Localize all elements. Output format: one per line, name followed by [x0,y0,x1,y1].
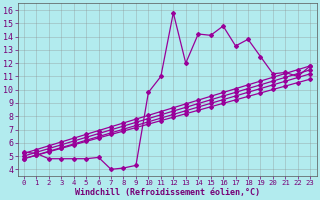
X-axis label: Windchill (Refroidissement éolien,°C): Windchill (Refroidissement éolien,°C) [75,188,260,197]
